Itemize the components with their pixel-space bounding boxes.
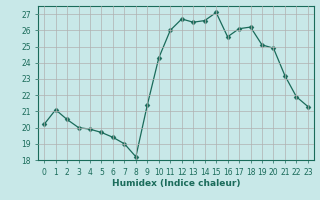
X-axis label: Humidex (Indice chaleur): Humidex (Indice chaleur)	[112, 179, 240, 188]
